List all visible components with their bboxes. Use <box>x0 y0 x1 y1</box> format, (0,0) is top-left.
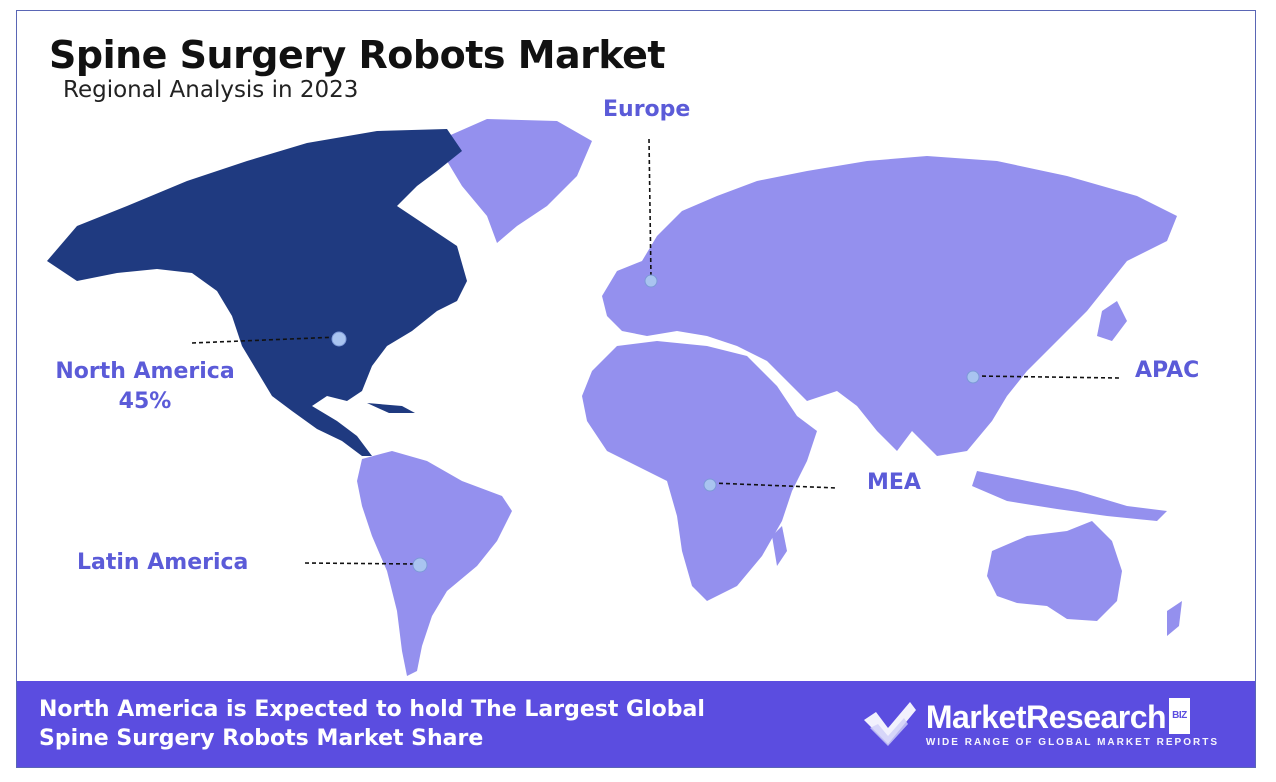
marker-north-america <box>331 331 347 347</box>
map-madagascar <box>772 526 787 566</box>
world-map <box>47 119 1182 676</box>
infographic-frame: Spine Surgery Robots Market Regional Ana… <box>16 10 1256 768</box>
brand-name-text: MarketResearch <box>925 698 1167 735</box>
brand-check-icon <box>863 702 916 746</box>
footer-line-1: North America is Expected to hold The La… <box>39 697 705 722</box>
map-north-america <box>47 129 467 456</box>
brand-logo-group: MarketResearch BIZ WIDE RANGE OF GLOBAL M… <box>860 695 1219 753</box>
region-label-europe: Europe <box>603 97 691 122</box>
region-value-north-america: 45% <box>118 389 172 414</box>
marker-mea <box>703 478 717 492</box>
marker-apac <box>966 370 980 384</box>
brand-badge: BIZ <box>1169 698 1190 735</box>
map-greenland <box>437 119 592 243</box>
map-new-zealand <box>1167 601 1182 636</box>
footer-line-2: Spine Surgery Robots Market Share <box>39 726 484 751</box>
footer-text: North America is Expected to hold The La… <box>39 695 759 753</box>
page-subtitle: Regional Analysis in 2023 <box>63 77 359 103</box>
map-australia <box>987 521 1122 621</box>
map-eurasia <box>602 156 1177 456</box>
region-label-latin-america: Latin America <box>77 550 249 575</box>
region-label-mea: MEA <box>867 470 921 495</box>
map-caribbean <box>367 403 415 413</box>
region-name-north-america: North America <box>55 359 235 384</box>
leader-line-apac <box>974 375 1120 379</box>
brand-name: MarketResearch BIZ <box>925 698 1219 738</box>
leader-line-latin-america <box>304 562 418 565</box>
marker-europe <box>644 274 658 288</box>
map-japan <box>1097 301 1127 341</box>
brand-tagline: WIDE RANGE OF GLOBAL MARKET REPORTS <box>925 737 1219 749</box>
leader-line-north-america <box>191 336 340 344</box>
map-south-america <box>357 451 512 676</box>
region-label-north-america: North America 45% <box>51 357 239 417</box>
region-label-apac: APAC <box>1135 358 1200 383</box>
map-sea-islands <box>972 471 1167 521</box>
brand-text: MarketResearch BIZ WIDE RANGE OF GLOBAL M… <box>925 698 1219 749</box>
leader-line-europe <box>648 138 652 280</box>
footer-banner: North America is Expected to hold The La… <box>17 681 1255 767</box>
page-title: Spine Surgery Robots Market <box>49 33 666 77</box>
map-africa <box>582 341 817 601</box>
marker-latin-america <box>412 557 428 573</box>
